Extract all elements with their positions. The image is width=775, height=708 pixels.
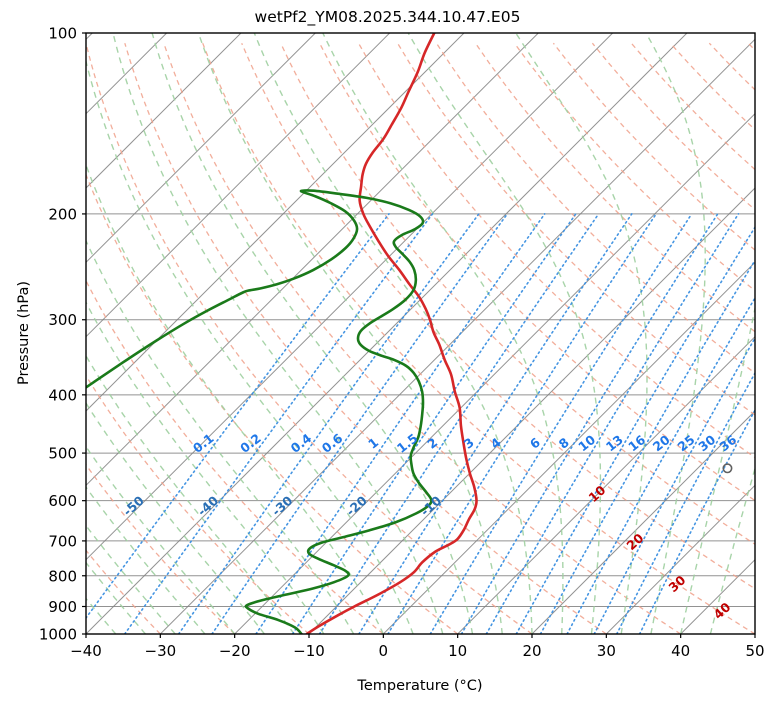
x-tick-label: 40 bbox=[671, 642, 690, 660]
y-tick-label: 100 bbox=[48, 25, 77, 43]
y-tick-label: 700 bbox=[48, 532, 77, 550]
plot-frame bbox=[85, 32, 756, 635]
x-axis-title: Temperature (°C) bbox=[356, 678, 482, 694]
x-tick-label: −10 bbox=[293, 642, 325, 660]
parcel-marker bbox=[722, 463, 733, 474]
x-tick-label: 50 bbox=[745, 642, 764, 660]
y-tick-label: 800 bbox=[48, 567, 77, 585]
x-tick-label: −20 bbox=[219, 642, 251, 660]
y-tick-label: 200 bbox=[48, 205, 77, 223]
x-tick-label: −40 bbox=[70, 642, 102, 660]
data-layer bbox=[86, 33, 733, 634]
grid-layer bbox=[86, 33, 755, 634]
plot-background bbox=[86, 33, 755, 634]
y-tick-label: 400 bbox=[48, 386, 77, 404]
y-tick-label: 500 bbox=[48, 445, 77, 463]
temperature-profile-line bbox=[305, 33, 478, 634]
y-tick-label: 600 bbox=[48, 492, 77, 510]
figure-title: wetPf2_YM08.2025.344.10.47.E05 bbox=[254, 8, 521, 26]
x-tick-label: 0 bbox=[379, 642, 389, 660]
dewpoint-profile-line bbox=[86, 189, 433, 634]
x-tick-label: 20 bbox=[522, 642, 541, 660]
x-tick-label: 10 bbox=[448, 642, 467, 660]
y-tick-label: 900 bbox=[48, 598, 77, 616]
y-tick-label: 1000 bbox=[39, 626, 77, 644]
y-axis-title: Pressure (hPa) bbox=[16, 281, 32, 385]
x-tick-label: 30 bbox=[597, 642, 616, 660]
y-tick-label: 300 bbox=[48, 311, 77, 329]
x-tick-label: −30 bbox=[145, 642, 177, 660]
